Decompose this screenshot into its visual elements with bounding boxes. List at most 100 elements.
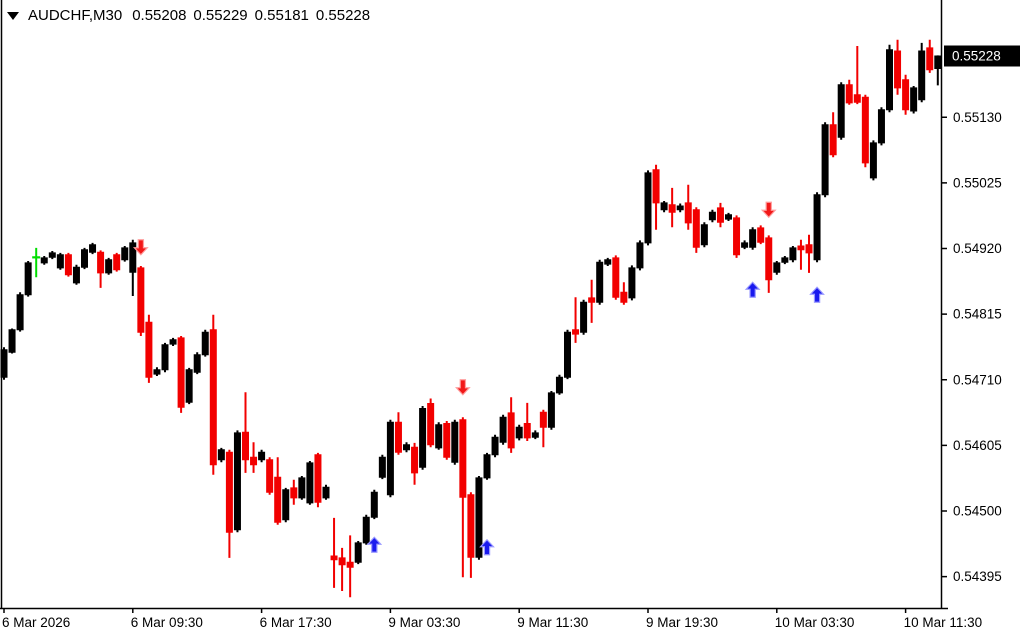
y-axis-label: 0.55130 bbox=[953, 110, 1002, 125]
candle-body bbox=[193, 354, 201, 373]
candle-body bbox=[153, 369, 161, 375]
candle-body bbox=[467, 494, 475, 558]
candle-body bbox=[797, 245, 805, 251]
candle-body bbox=[491, 436, 499, 456]
candle-body bbox=[934, 55, 942, 69]
candle-body bbox=[105, 259, 113, 274]
candle-body bbox=[620, 291, 628, 303]
y-axis-label: 0.54710 bbox=[953, 372, 1002, 387]
candle-body bbox=[668, 204, 676, 213]
candle-body bbox=[217, 449, 225, 461]
candle-body bbox=[652, 169, 660, 204]
candle-body bbox=[926, 47, 934, 71]
candle-body bbox=[298, 477, 306, 499]
title-low-value: 0.55181 bbox=[254, 7, 309, 24]
candle-body bbox=[692, 209, 700, 248]
candle-body bbox=[394, 421, 402, 453]
x-axis-label: 6 Mar 2026 bbox=[2, 615, 70, 630]
sell-signal-arrow-icon bbox=[132, 239, 149, 256]
candle-body bbox=[346, 561, 354, 568]
candle-body bbox=[427, 403, 435, 446]
candle-body bbox=[757, 227, 765, 243]
symbol-timeframe-label: AUDCHF,M30 bbox=[28, 7, 123, 24]
candle-body bbox=[362, 516, 370, 544]
candle-body bbox=[338, 557, 346, 566]
current-price-label: 0.55228 bbox=[952, 49, 1001, 64]
candle-body bbox=[209, 329, 217, 466]
candle-body bbox=[24, 262, 32, 296]
candle-body bbox=[451, 421, 459, 463]
candle-body bbox=[386, 421, 394, 496]
candle-body bbox=[225, 451, 233, 533]
buy-signal-arrow-icon bbox=[479, 538, 495, 556]
x-axis-label: 10 Mar 11:30 bbox=[904, 615, 983, 630]
candle-body bbox=[886, 49, 893, 111]
candle-body bbox=[419, 408, 427, 468]
candle-body bbox=[684, 202, 692, 224]
candle-body bbox=[8, 329, 16, 353]
candle-body bbox=[708, 211, 716, 221]
candle-body bbox=[741, 242, 749, 248]
candle-body bbox=[16, 294, 24, 331]
candle-body bbox=[636, 242, 644, 269]
candle-body bbox=[177, 337, 185, 408]
candle-body bbox=[910, 87, 918, 112]
candle-body bbox=[765, 237, 773, 281]
candle-body bbox=[660, 202, 668, 211]
candle-body bbox=[894, 50, 902, 89]
y-axis-label: 0.54920 bbox=[953, 241, 1002, 256]
candle-body bbox=[805, 244, 813, 254]
y-axis-label: 0.54500 bbox=[953, 504, 1002, 519]
x-axis-label: 6 Mar 17:30 bbox=[260, 615, 332, 630]
x-axis-label: 9 Mar 03:30 bbox=[388, 615, 460, 630]
candle-body bbox=[716, 207, 724, 223]
candle-body bbox=[853, 94, 861, 103]
candle-body bbox=[588, 297, 596, 303]
candle-body bbox=[789, 247, 797, 261]
candle-body bbox=[531, 432, 539, 438]
buy-signal-arrow-icon bbox=[366, 536, 383, 553]
candle-body bbox=[306, 462, 314, 504]
candle-body bbox=[137, 267, 145, 333]
candle-body bbox=[403, 444, 410, 451]
candle-body bbox=[700, 224, 708, 246]
candle-body bbox=[314, 454, 322, 503]
candle-body bbox=[821, 124, 829, 196]
candle-body bbox=[604, 259, 612, 265]
candle-body bbox=[564, 331, 571, 378]
candle-body bbox=[596, 261, 604, 303]
y-axis-label: 0.54605 bbox=[953, 438, 1002, 453]
candle-body bbox=[515, 426, 523, 439]
candle-body bbox=[773, 262, 781, 273]
candle-body bbox=[845, 84, 853, 104]
candle-body bbox=[258, 451, 266, 461]
candle-body bbox=[572, 329, 580, 335]
symbol-dropdown-icon[interactable] bbox=[7, 11, 19, 20]
candle-body bbox=[902, 79, 910, 111]
candle-body bbox=[459, 419, 467, 498]
candle-body bbox=[813, 194, 821, 261]
candle-body bbox=[121, 247, 129, 261]
title-open-value: 0.55208 bbox=[132, 7, 187, 24]
candle-body bbox=[829, 124, 837, 156]
candle-body bbox=[161, 344, 169, 371]
candle-body bbox=[330, 555, 338, 561]
candle-body bbox=[861, 96, 869, 164]
candle-body bbox=[539, 411, 547, 428]
candle-body bbox=[918, 50, 926, 101]
candle-body bbox=[869, 142, 877, 179]
candle-body bbox=[644, 172, 652, 244]
candle-body bbox=[580, 301, 588, 333]
x-axis-label: 10 Mar 03:30 bbox=[775, 615, 855, 630]
candle-body bbox=[725, 214, 732, 220]
candle-body bbox=[89, 244, 97, 253]
candle-body bbox=[185, 369, 193, 403]
candle-body bbox=[282, 489, 290, 521]
candle-body bbox=[48, 252, 56, 258]
candle-body bbox=[233, 432, 241, 531]
candle-body bbox=[274, 476, 282, 523]
sell-signal-arrow-icon bbox=[454, 379, 471, 396]
candle-body bbox=[378, 456, 386, 478]
